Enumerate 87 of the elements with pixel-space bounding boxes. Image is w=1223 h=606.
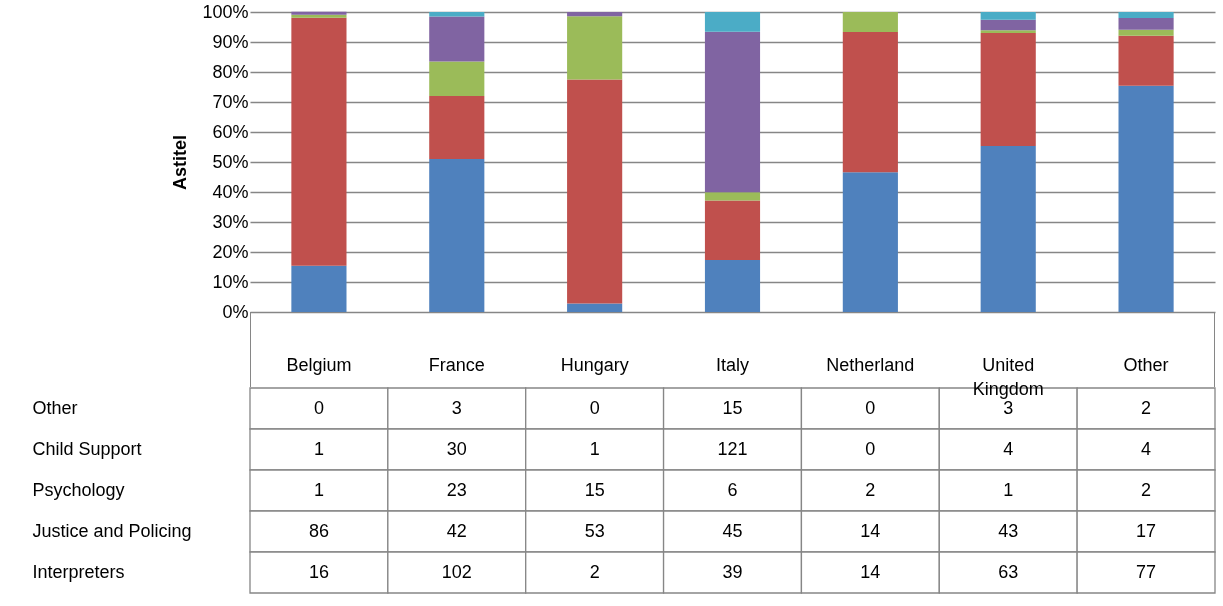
y-tick-label: Interpreters — [32, 561, 125, 582]
data-label: 15 — [722, 397, 743, 418]
y-tick-label: 0% — [222, 301, 249, 322]
bar — [429, 61, 485, 96]
data-label: 53 — [584, 520, 605, 541]
data-label: 102 — [441, 561, 472, 582]
bar — [291, 17, 347, 266]
bar — [980, 19, 1036, 31]
data-label: 4 — [1141, 438, 1152, 459]
data-label: 43 — [998, 520, 1019, 541]
bar — [980, 12, 1036, 20]
y-tick-label: 30% — [212, 211, 249, 232]
bar — [429, 96, 485, 159]
data-label: 86 — [308, 520, 329, 541]
x-tick-label: Italy — [715, 354, 750, 375]
data-label: 6 — [727, 479, 738, 500]
y-tick-label: 40% — [212, 181, 249, 202]
bar — [567, 16, 623, 80]
y-tick-label: 80% — [212, 61, 249, 82]
bar — [704, 200, 761, 261]
y-tick-label: Other — [32, 397, 78, 418]
x-tick-label: United Kingdom — [972, 354, 1044, 399]
data-label: 42 — [446, 520, 467, 541]
bar — [429, 12, 485, 17]
bar — [291, 265, 347, 312]
x-tick-label: Hungary — [560, 354, 629, 375]
data-label: 23 — [446, 479, 467, 500]
data-label: 1 — [313, 479, 324, 500]
data-label: 2 — [1141, 479, 1152, 500]
data-label: 39 — [722, 561, 743, 582]
bar — [429, 16, 485, 62]
bar — [1118, 35, 1174, 86]
y-tick-label: Justice and Policing — [32, 520, 192, 541]
data-label: 121 — [717, 438, 748, 459]
data-label: 30 — [446, 438, 467, 459]
y-tick-label: 20% — [212, 241, 249, 262]
bar — [842, 12, 898, 33]
bar — [980, 30, 1036, 33]
y-tick-label: 60% — [212, 121, 249, 142]
bar — [704, 31, 761, 193]
y-tick-label: Psychology — [32, 479, 125, 500]
data-label: 14 — [860, 561, 881, 582]
bar — [567, 303, 623, 312]
bar — [980, 33, 1036, 147]
bar — [1118, 18, 1174, 30]
y-tick-label: 90% — [212, 31, 249, 52]
data-label: 45 — [722, 520, 743, 541]
data-label: 1 — [1003, 479, 1014, 500]
data-label: 16 — [308, 561, 329, 582]
data-label: 15 — [584, 479, 605, 500]
data-label: 1 — [313, 438, 324, 459]
data-label: 17 — [1136, 520, 1157, 541]
bar — [1118, 85, 1174, 312]
x-tick-label: Other — [1123, 354, 1169, 375]
x-tick-label: France — [428, 354, 485, 375]
y-axis-title: Astitel — [170, 134, 191, 191]
data-label: 1 — [589, 438, 600, 459]
bar — [842, 172, 898, 312]
data-label: 2 — [865, 479, 876, 500]
data-label: 14 — [860, 520, 881, 541]
bar — [567, 79, 623, 304]
bar — [842, 32, 898, 173]
y-tick-label: Child Support — [32, 438, 142, 459]
data-label: 0 — [313, 397, 324, 418]
bar — [704, 192, 761, 201]
bar — [567, 12, 623, 17]
bar — [429, 159, 485, 312]
data-label: 2 — [589, 561, 600, 582]
y-tick-label: 100% — [202, 1, 249, 22]
bar — [980, 146, 1036, 312]
bar — [1118, 12, 1174, 18]
data-label: 2 — [1141, 397, 1152, 418]
data-label: 3 — [451, 397, 462, 418]
x-tick-label: Netherland — [826, 354, 915, 375]
data-label: 0 — [589, 397, 600, 418]
data-label: 77 — [1136, 561, 1157, 582]
y-tick-label: 10% — [212, 271, 249, 292]
data-label: 0 — [865, 438, 876, 459]
data-label: 0 — [865, 397, 876, 418]
x-tick-label: Belgium — [286, 354, 352, 375]
bar — [704, 12, 761, 32]
y-tick-label: 50% — [212, 151, 249, 172]
data-label: 63 — [998, 561, 1019, 582]
bar — [704, 260, 761, 312]
y-tick-label: 70% — [212, 91, 249, 112]
bar — [1118, 29, 1174, 36]
data-label: 4 — [1003, 438, 1014, 459]
